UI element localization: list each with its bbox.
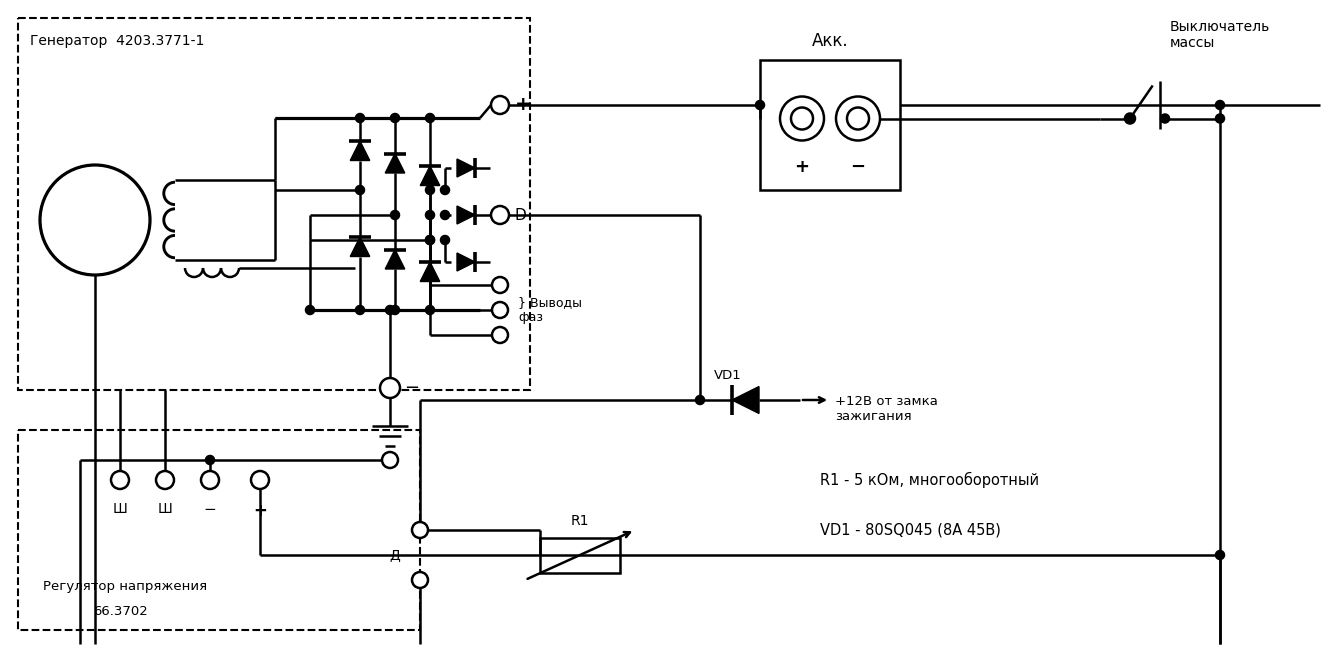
Circle shape [426,211,434,219]
Circle shape [1161,114,1169,122]
Circle shape [1216,101,1224,109]
Circle shape [1216,114,1224,122]
Circle shape [426,114,434,122]
Circle shape [355,186,363,194]
Circle shape [791,108,813,129]
Text: R1: R1 [571,514,589,528]
Circle shape [251,471,270,489]
Circle shape [441,211,449,219]
Circle shape [392,306,400,314]
Circle shape [441,236,449,244]
Circle shape [392,211,400,219]
Circle shape [380,378,400,398]
Circle shape [382,452,398,468]
Circle shape [426,186,434,194]
Circle shape [426,306,434,314]
Circle shape [392,114,400,122]
Text: +: + [253,502,267,520]
Text: } Выводы
фаз: } Выводы фаз [518,296,582,324]
Text: −: − [204,502,216,517]
Text: Ш: Ш [113,502,127,516]
Polygon shape [420,262,440,282]
Text: −: − [404,379,420,397]
Polygon shape [420,166,440,185]
Circle shape [426,236,434,244]
Text: +: + [794,157,810,175]
Polygon shape [350,141,370,161]
Circle shape [491,206,510,224]
Bar [540,538,620,573]
Circle shape [426,236,434,244]
Text: Регулятор напряжения: Регулятор напряжения [43,580,207,593]
Text: +12В от замка
зажигания: +12В от замка зажигания [835,395,937,423]
Circle shape [355,114,363,122]
Circle shape [696,396,704,404]
Bar [760,60,900,190]
Polygon shape [385,250,405,269]
Circle shape [756,101,764,109]
Circle shape [201,471,219,489]
Circle shape [40,165,150,275]
Text: D: D [515,207,527,222]
Circle shape [412,572,428,588]
Circle shape [111,471,129,489]
Circle shape [835,96,880,141]
Text: 66.3702: 66.3702 [93,605,148,618]
Circle shape [848,108,869,129]
Text: VD1: VD1 [715,369,742,382]
Text: Д: Д [389,548,400,562]
Polygon shape [457,159,475,177]
Text: −: − [850,157,865,175]
Circle shape [1125,114,1134,124]
Text: Акк.: Акк. [811,32,849,50]
Circle shape [207,456,215,464]
Circle shape [355,306,363,314]
Circle shape [306,306,314,314]
Circle shape [386,306,394,314]
Polygon shape [385,153,405,173]
Text: Выключатель
массы: Выключатель массы [1169,20,1270,50]
Circle shape [441,186,449,194]
Circle shape [492,327,508,343]
Circle shape [780,96,823,141]
Circle shape [492,302,508,318]
Circle shape [412,522,428,538]
Bar [17,430,420,630]
Polygon shape [457,206,475,224]
Circle shape [156,471,174,489]
Text: Генератор  4203.3771-1: Генератор 4203.3771-1 [30,34,204,48]
Text: +: + [515,96,531,114]
Text: VD1 - 80SQ045 (8А 45В): VD1 - 80SQ045 (8А 45В) [819,523,1000,537]
Text: Ш: Ш [158,502,173,516]
Circle shape [492,277,508,293]
Circle shape [1216,551,1224,559]
Polygon shape [457,253,475,271]
Circle shape [491,96,510,114]
Bar [17,18,530,390]
Polygon shape [732,386,759,414]
Polygon shape [350,237,370,256]
Text: R1 - 5 кОм, многооборотный: R1 - 5 кОм, многооборотный [819,472,1039,488]
